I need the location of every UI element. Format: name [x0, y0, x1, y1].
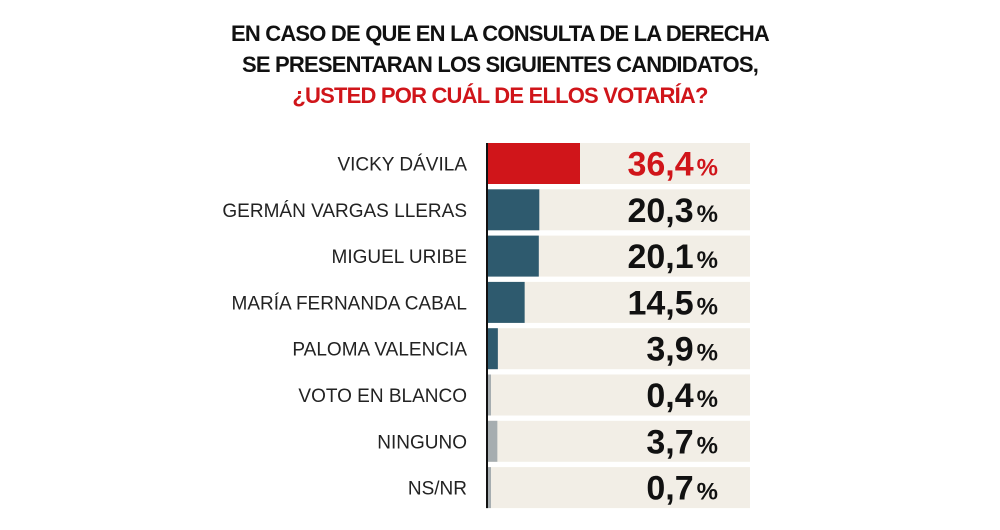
bar — [488, 143, 580, 184]
bar — [488, 328, 498, 370]
value-label: 20,1% — [627, 238, 718, 276]
value-number: 0,4 — [646, 377, 693, 415]
value-number: 20,1 — [627, 238, 693, 276]
title-line-1: EN CASO DE QUE EN LA CONSULTA DE LA DERE… — [230, 21, 770, 46]
value-number: 0,7 — [646, 470, 693, 508]
unit-label: % — [697, 386, 718, 413]
category-label: VOTO EN BLANCO — [298, 386, 467, 407]
bar — [488, 281, 525, 323]
value-number: 20,3 — [627, 192, 693, 230]
value-number: 3,9 — [646, 331, 693, 369]
category-label: NS/NR — [408, 479, 467, 500]
bar — [488, 189, 540, 231]
category-label: PALOMA VALENCIA — [292, 340, 467, 361]
category-label: GERMÁN VARGAS LLERAS — [222, 201, 467, 222]
value-number: 14,5 — [627, 284, 693, 322]
unit-label: % — [697, 247, 718, 274]
bar — [488, 374, 491, 416]
value-label: 3,9% — [646, 331, 718, 369]
category-label: NINGUNO — [377, 432, 467, 453]
value-label: 3,7% — [646, 423, 718, 461]
row-background — [488, 420, 750, 462]
row-background — [488, 374, 750, 416]
unit-label: % — [697, 432, 718, 459]
unit-label: % — [697, 293, 718, 320]
unit-label: % — [697, 340, 718, 367]
title-line-3: ¿USTED POR CUÁL DE ELLOS VOTARÍA? — [292, 83, 708, 108]
unit-label: % — [697, 201, 718, 228]
row-background — [488, 281, 750, 323]
category-label: MIGUEL URIBE — [332, 247, 468, 268]
value-number: 36,4 — [627, 146, 693, 184]
row-background — [488, 328, 750, 370]
bar — [488, 467, 491, 509]
value-label: 0,7% — [646, 470, 718, 508]
bar — [488, 235, 539, 277]
category-label: MARÍA FERNANDA CABAL — [232, 293, 467, 314]
value-label: 0,4% — [646, 377, 718, 415]
bar — [488, 420, 498, 462]
value-number: 3,7 — [646, 423, 693, 461]
unit-label: % — [697, 155, 718, 182]
unit-label: % — [697, 479, 718, 506]
value-label: 14,5% — [627, 284, 718, 322]
category-label: VICKY DÁVILA — [337, 155, 467, 176]
chart-title: EN CASO DE QUE EN LA CONSULTA DE LA DERE… — [150, 18, 850, 111]
value-label: 20,3% — [627, 192, 718, 230]
row-background — [488, 467, 750, 509]
title-line-2: SE PRESENTARAN LOS SIGUIENTES CANDIDATOS… — [241, 52, 759, 77]
value-label: 36,4% — [627, 146, 718, 184]
